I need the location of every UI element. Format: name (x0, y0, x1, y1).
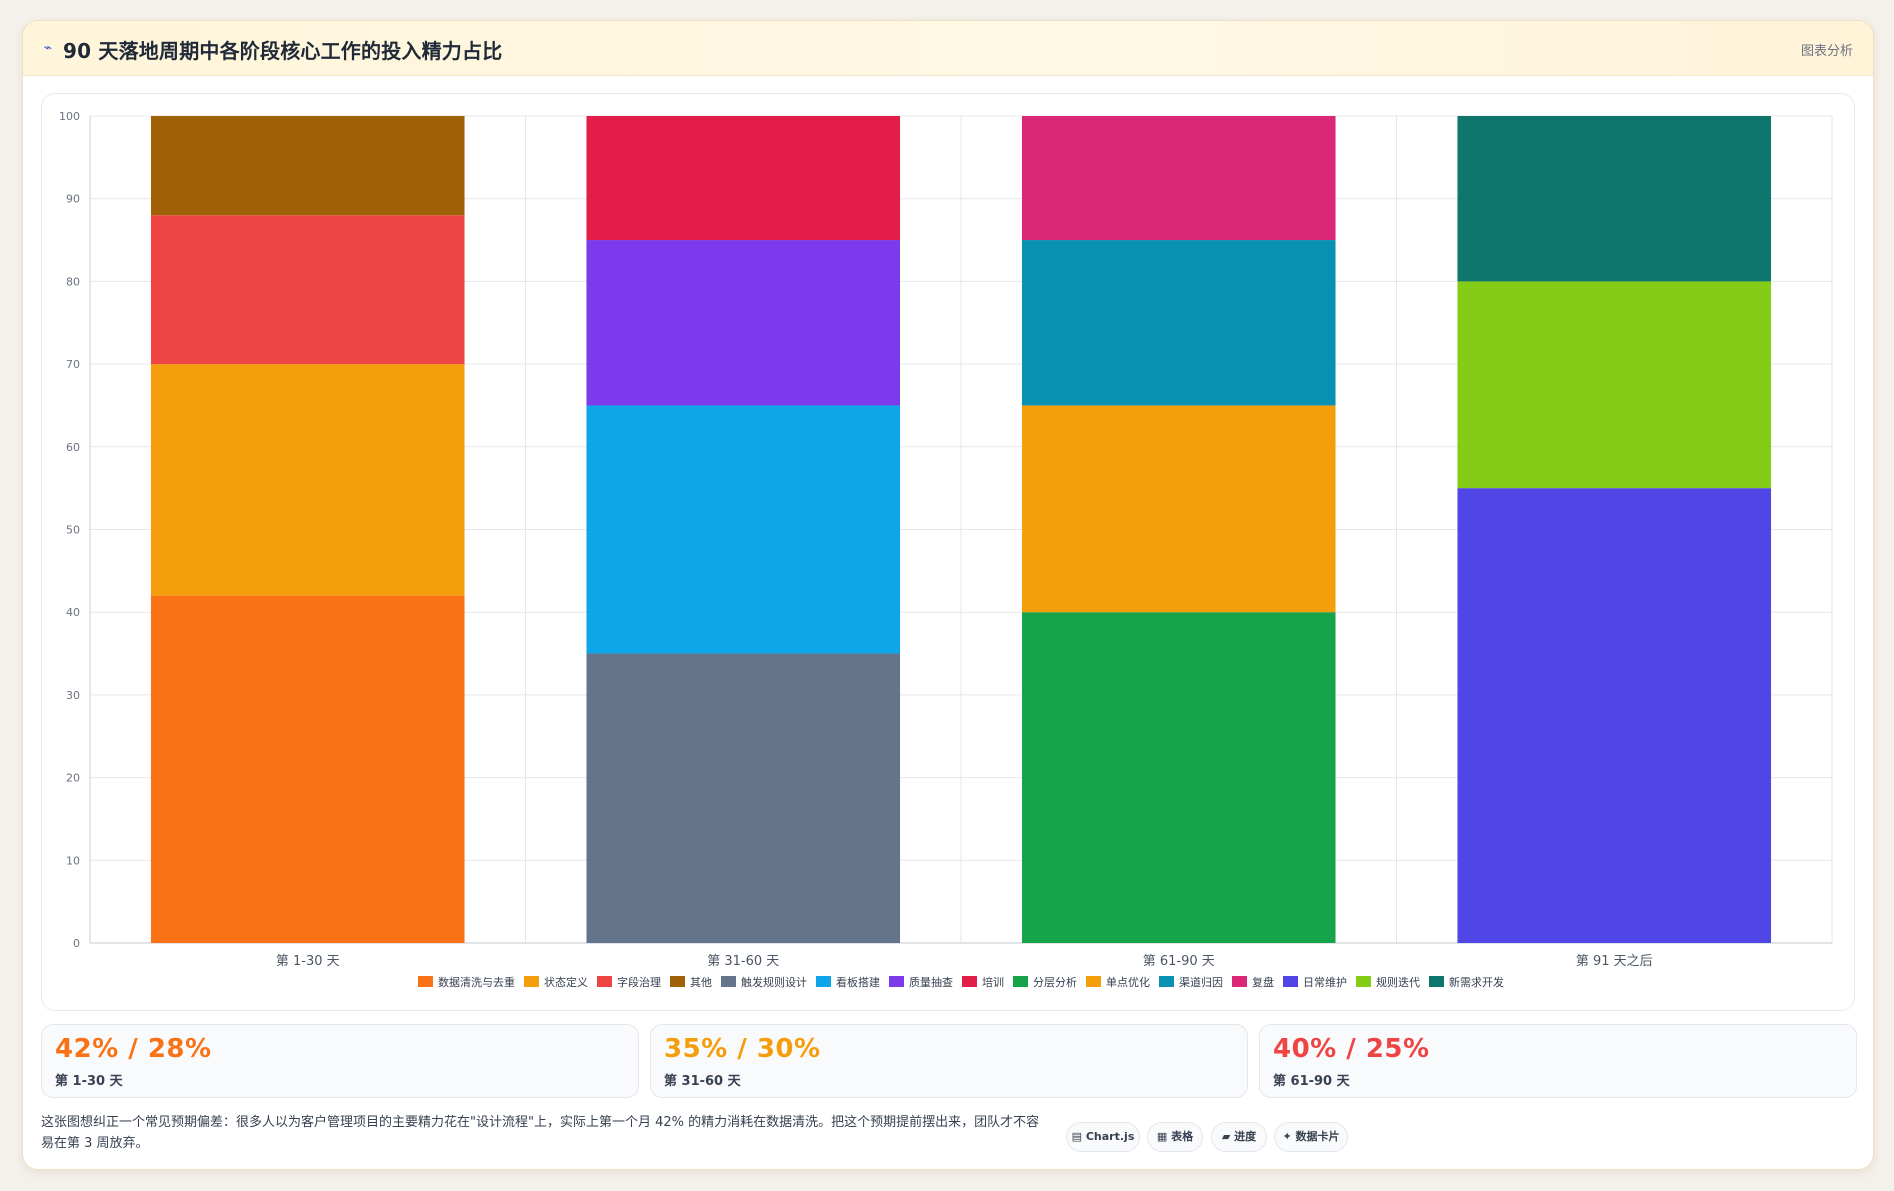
y-tick-label: 50 (66, 524, 80, 537)
legend-swatch (816, 976, 831, 987)
stat-card-3: 40% / 25% 第 61-90 天 (1259, 1024, 1857, 1098)
chip-label: 表格 (1171, 1130, 1194, 1143)
chip-label: 进度 (1234, 1130, 1257, 1143)
stat-card-2: 35% / 30% 第 31-60 天 (650, 1024, 1248, 1098)
legend-swatch (962, 976, 977, 987)
legend-label: 其他 (690, 976, 712, 989)
legend-swatch (1013, 976, 1028, 987)
legend-label: 看板搭建 (836, 975, 880, 989)
bar-segment (1457, 281, 1772, 489)
stacked-bar-chart: 0 10 20 30 40 50 60 70 80 90 100 第 1-30 天 第 31-60 天 第… (59, 110, 1833, 989)
legend-swatch (418, 976, 433, 987)
y-tick-label: 70 (66, 358, 80, 371)
y-tick-label: 100 (59, 110, 80, 123)
chart-card: ⌁ 90 天落地周期中各阶段核心工作的投入精力占比 图表分析 0 10 20 30 40… (22, 20, 1874, 1170)
chart-icon: ▤ (1071, 1130, 1083, 1143)
legend-swatch (524, 976, 539, 987)
y-tick-label: 30 (66, 689, 80, 702)
legend-label: 质量抽查 (909, 975, 953, 989)
table-icon: ▦ (1156, 1130, 1168, 1143)
stat-value: 42% / 28% (55, 1034, 212, 1064)
stat-card-1: 42% / 28% 第 1-30 天 (41, 1024, 639, 1098)
bar-segment (1021, 405, 1336, 613)
legend-swatch (1356, 976, 1371, 987)
card-header: ⌁ 90 天落地周期中各阶段核心工作的投入精力占比 图表分析 (23, 21, 1873, 76)
y-tick-label: 60 (66, 441, 80, 454)
y-tick-label: 90 (66, 193, 80, 206)
legend-label: 数据清洗与去重 (438, 975, 515, 989)
legend-label: 字段治理 (617, 975, 661, 989)
bar-segment (150, 364, 465, 596)
footnote-text: 这张图想纠正一个常见预期偏差：很多人以为客户管理项目的主要精力花在"设计流程"上… (41, 1115, 1040, 1151)
sparkle-icon: ✦ (1282, 1130, 1292, 1143)
legend-label: 单点优化 (1106, 975, 1150, 989)
y-tick-label: 0 (73, 937, 80, 950)
legend-label: 培训 (982, 975, 1004, 989)
legend-label: 新需求开发 (1449, 975, 1504, 989)
x-tick-label: 第 1-30 天 (276, 954, 340, 969)
bar-segment (1021, 612, 1336, 943)
x-tick-label: 第 61-90 天 (1143, 954, 1215, 969)
legend-label: 分层分析 (1033, 975, 1077, 989)
legend-swatch (1283, 976, 1298, 987)
bar-segment (1457, 116, 1772, 282)
chart-title: 90 天落地周期中各阶段核心工作的投入精力占比 (63, 39, 503, 63)
y-tick-label: 20 (66, 772, 80, 785)
chip-chartjs[interactable]: ▤ Chart.js (1066, 1122, 1140, 1152)
legend-swatch (1429, 976, 1444, 987)
legend-swatch (1159, 976, 1174, 987)
chart-line-icon: ⌁ (43, 40, 53, 56)
chart-panel: 0 10 20 30 40 50 60 70 80 90 100 第 1-30 天 第 31-60 天 第… (41, 93, 1855, 1011)
chip-label: Chart.js (1085, 1130, 1135, 1143)
y-tick-label: 10 (66, 854, 80, 867)
legend-swatch (670, 976, 685, 987)
legend-label: 日常维护 (1303, 975, 1347, 989)
legend-swatch (721, 976, 736, 987)
stat-label: 第 61-90 天 (1273, 1074, 1350, 1089)
bar-segment (150, 116, 465, 216)
progress-icon: ▰ (1221, 1130, 1231, 1143)
bar-segment (150, 595, 465, 943)
stat-value: 40% / 25% (1273, 1034, 1430, 1064)
bar-segment (1021, 116, 1336, 241)
chip-table[interactable]: ▦ 表格 (1147, 1122, 1203, 1152)
bar-segment (586, 116, 901, 241)
stat-label: 第 1-30 天 (55, 1074, 123, 1089)
x-tick-label: 第 91 天之后 (1576, 954, 1653, 969)
legend-label: 规则迭代 (1376, 975, 1420, 989)
legend-label: 复盘 (1252, 975, 1274, 989)
legend-swatch (597, 976, 612, 987)
legend-swatch (1086, 976, 1101, 987)
chip-data-card[interactable]: ✦ 数据卡片 (1274, 1122, 1348, 1152)
stat-label: 第 31-60 天 (664, 1074, 741, 1089)
y-tick-label: 40 (66, 606, 80, 619)
legend-swatch (1232, 976, 1247, 987)
chart-analysis-tag[interactable]: 图表分析 (1800, 44, 1853, 59)
y-tick-label: 80 (66, 275, 80, 288)
bar-segment (150, 215, 465, 365)
legend-swatch (889, 976, 904, 987)
chip-label: 数据卡片 (1295, 1130, 1340, 1143)
legend-label: 触发规则设计 (741, 975, 807, 989)
bar-segment (586, 653, 901, 943)
chip-progress[interactable]: ▰ 进度 (1211, 1122, 1267, 1152)
bar-segment (1457, 488, 1772, 943)
legend-label: 渠道归因 (1179, 975, 1223, 989)
stat-value: 35% / 30% (664, 1034, 821, 1064)
x-tick-label: 第 31-60 天 (707, 954, 779, 969)
bar-segment (586, 405, 901, 654)
legend-label: 状态定义 (544, 975, 588, 989)
bar-segment (586, 240, 901, 406)
bar-segment (1021, 240, 1336, 406)
